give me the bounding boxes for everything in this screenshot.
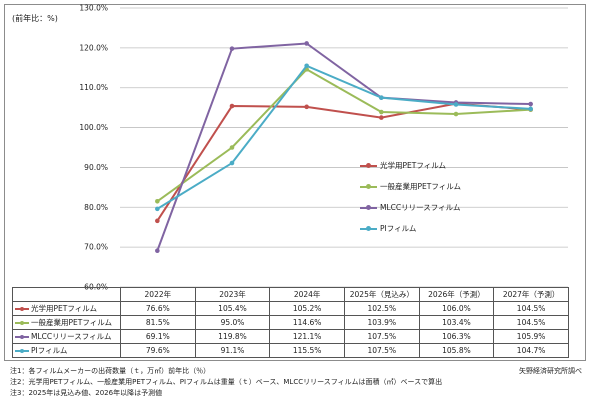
- series-name-cell: MLCCリリースフィルム: [12, 329, 121, 344]
- data-point: [453, 111, 459, 117]
- series-name: 光学用PETフィルム: [31, 304, 98, 313]
- x-tick-label: 2024年: [269, 287, 345, 302]
- data-point: [155, 218, 160, 224]
- data-point: [155, 199, 160, 204]
- legend-label: 一般産業用PETフィルム: [380, 182, 462, 191]
- chart-legend: 光学用PETフィルム一般産業用PETフィルム MLCCリリースフィルム PIフィルム: [360, 155, 461, 239]
- data-label: 104.7%: [493, 343, 569, 358]
- table-corner-cell: [12, 287, 121, 302]
- data-label: 69.1%: [120, 329, 196, 344]
- data-label: 105.9%: [493, 329, 569, 344]
- source-credit: 矢野経済研究所調べ: [519, 367, 582, 375]
- x-tick-label: 2022年: [120, 287, 196, 302]
- data-point: [304, 41, 309, 46]
- data-point: [229, 160, 235, 166]
- data-point: [528, 101, 533, 107]
- legend-item: PIフィルム: [360, 218, 461, 239]
- series-line: [156, 64, 531, 210]
- y-tick-label: 100.0%: [79, 123, 108, 132]
- table-row: 光学用PETフィルム 76.6% 105.4% 105.2% 102.5% 106.0% 1…: [12, 301, 569, 316]
- data-point: [453, 102, 459, 107]
- data-label: 102.5%: [343, 301, 420, 316]
- y-tick-label: 70.0%: [84, 243, 108, 252]
- data-point: [155, 248, 160, 254]
- data-label: 119.8%: [194, 329, 271, 344]
- series-name: MLCCリリースフィルム: [31, 332, 112, 341]
- data-label: 106.0%: [418, 301, 495, 316]
- series-name-cell: PIフィルム: [12, 343, 121, 358]
- notes: 注1：各フィルムメーカーの出荷数量（ｔ，万㎡）前年比（％） 注2：光学用PETフ…: [10, 366, 442, 399]
- legend-swatch: [360, 183, 377, 191]
- chart-frame: [4, 4, 586, 361]
- legend-swatch: [360, 204, 377, 212]
- series-swatch: [15, 305, 29, 313]
- data-label: 81.5%: [120, 315, 196, 330]
- x-tick-label: 2027年（予測）: [493, 287, 569, 302]
- data-point: [229, 103, 235, 109]
- data-point: [379, 95, 384, 100]
- legend-item: 一般産業用PETフィルム: [360, 176, 461, 197]
- data-label: 104.5%: [493, 301, 569, 316]
- data-label: 91.1%: [194, 343, 271, 358]
- series-line: [156, 68, 531, 203]
- data-label: 121.1%: [269, 329, 345, 344]
- series-line: [156, 102, 531, 222]
- legend-label: PIフィルム: [380, 224, 417, 233]
- data-label: 95.0%: [194, 315, 271, 330]
- y-tick-label: 110.0%: [79, 83, 108, 92]
- table-row: 一般産業用PETフィルム 81.5% 95.0% 114.6% 103.9% 103.4%…: [12, 315, 569, 330]
- legend-label: MLCCリリースフィルム: [380, 203, 461, 212]
- data-label: 76.6%: [120, 301, 196, 316]
- y-tick-label: 130.0%: [79, 4, 108, 13]
- x-tick-label: 2023年: [194, 287, 271, 302]
- series-swatch: [15, 319, 29, 327]
- data-label: 107.5%: [343, 329, 420, 344]
- data-label: 103.4%: [418, 315, 495, 330]
- data-point: [155, 206, 160, 212]
- data-point: [528, 106, 533, 112]
- note-3: 注3：2025年は見込み値、2026年以降は予測値: [10, 389, 163, 397]
- table-header-row: 2022年 2023年 2024年 2025年（見込み） 2026年（予測） 2027年（…: [12, 287, 569, 302]
- y-tick-label: 80.0%: [84, 203, 108, 212]
- note-1: 注1：各フィルムメーカーの出荷数量（ｔ，万㎡）前年比（％）: [10, 367, 211, 375]
- data-point: [304, 104, 309, 110]
- legend-swatch: [360, 225, 377, 233]
- data-label: 104.5%: [493, 315, 569, 330]
- series-name-cell: 光学用PETフィルム: [12, 301, 121, 316]
- data-point: [379, 109, 384, 115]
- series-swatch: [15, 333, 29, 341]
- data-label: 107.5%: [343, 343, 420, 358]
- data-label: 114.6%: [269, 315, 345, 330]
- x-tick-label: 2025年（見込み）: [343, 287, 420, 302]
- data-point: [229, 46, 235, 51]
- legend-item: MLCCリリースフィルム: [360, 197, 461, 218]
- note-2: 注2：光学用PETフィルム、一般産業用PETフィルム、PIフィルムは重量（ｔ）ベ…: [10, 378, 443, 386]
- data-label: 105.4%: [194, 301, 271, 316]
- x-tick-label: 2026年（予測）: [418, 287, 495, 302]
- data-label: 105.2%: [269, 301, 345, 316]
- data-label: 79.6%: [120, 343, 196, 358]
- data-label: 103.9%: [343, 315, 420, 330]
- series-swatch: [15, 347, 29, 355]
- y-axis-unit-label: (前年比：%): [12, 14, 58, 23]
- data-point: [304, 63, 309, 69]
- series-name: 一般産業用PETフィルム: [31, 318, 113, 327]
- data-label: 115.5%: [269, 343, 345, 358]
- y-tick-label: 90.0%: [84, 163, 108, 172]
- legend-item: 光学用PETフィルム: [360, 155, 461, 176]
- data-label: 106.3%: [418, 329, 495, 344]
- series-line: [156, 42, 531, 252]
- series-name-cell: 一般産業用PETフィルム: [12, 315, 121, 330]
- data-point: [379, 115, 384, 120]
- data-point: [229, 145, 235, 150]
- legend-swatch: [360, 162, 377, 170]
- series-name: PIフィルム: [31, 346, 68, 355]
- legend-label: 光学用PETフィルム: [380, 161, 447, 170]
- data-label: 105.8%: [418, 343, 495, 358]
- table-row: PIフィルム 79.6% 91.1% 115.5% 107.5% 105.8% 104.7%: [12, 343, 569, 358]
- y-tick-label: 120.0%: [79, 43, 108, 52]
- table-row: MLCCリリースフィルム 69.1% 119.8% 121.1% 107.5% 106.3…: [12, 329, 569, 344]
- data-table: 2022年 2023年 2024年 2025年（見込み） 2026年（予測） 2027年（…: [12, 287, 569, 358]
